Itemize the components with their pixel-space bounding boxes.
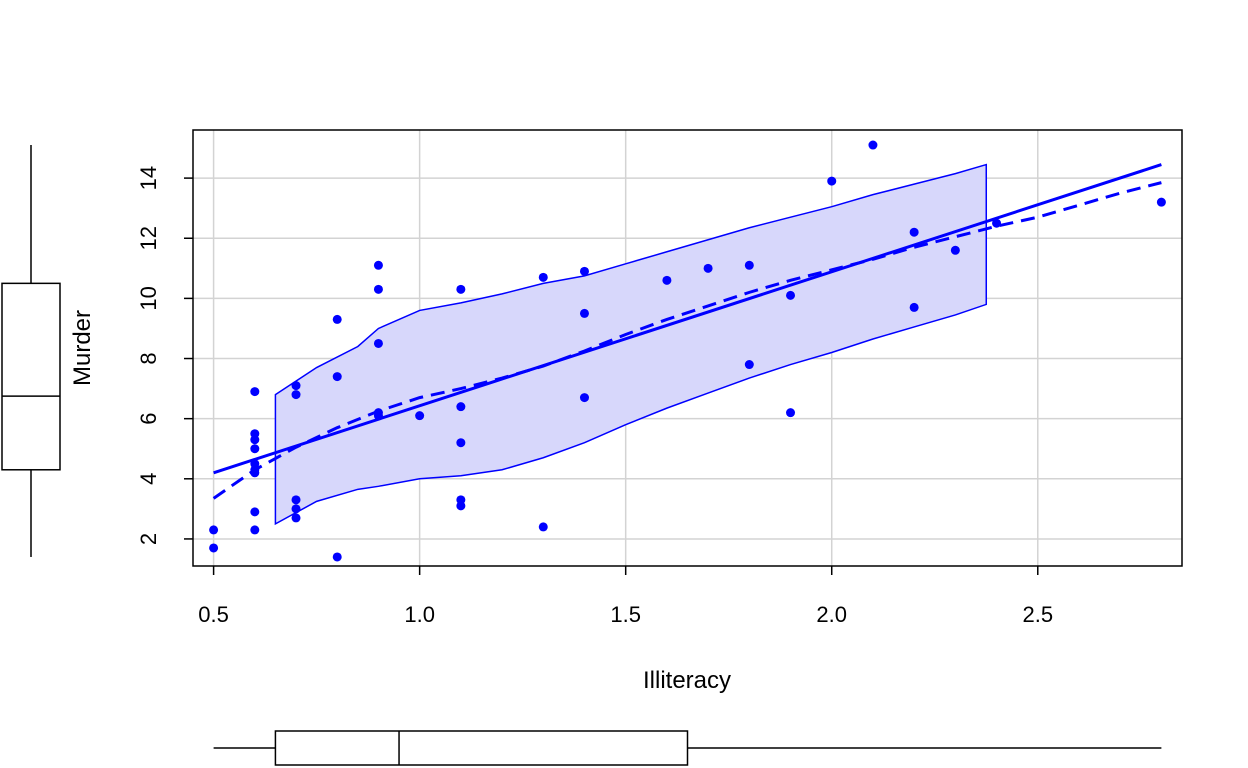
data-point bbox=[662, 275, 672, 285]
data-point bbox=[373, 411, 383, 421]
data-point bbox=[415, 411, 425, 421]
plot-frame bbox=[192, 129, 1183, 567]
data-point bbox=[538, 272, 548, 282]
data-point bbox=[456, 501, 466, 511]
data-point bbox=[1156, 197, 1166, 207]
data-point bbox=[332, 372, 342, 382]
data-point bbox=[250, 387, 260, 397]
x-tick-label: 0.5 bbox=[198, 602, 229, 627]
x-boxplot-box bbox=[274, 730, 689, 766]
data-point bbox=[868, 140, 878, 150]
data-point bbox=[786, 408, 796, 418]
y-axis-title: Murder bbox=[69, 310, 96, 386]
data-points bbox=[209, 140, 1166, 562]
data-point bbox=[291, 381, 301, 391]
y-boxplot bbox=[1, 145, 61, 557]
regression-line bbox=[213, 163, 1162, 475]
data-point bbox=[373, 338, 383, 348]
data-point bbox=[456, 438, 466, 448]
data-point bbox=[291, 513, 301, 523]
data-point bbox=[250, 468, 260, 478]
y-tick-label: 8 bbox=[136, 352, 161, 364]
y-tick-label: 12 bbox=[136, 226, 161, 250]
data-point bbox=[992, 218, 1002, 228]
data-point bbox=[250, 435, 260, 445]
data-point bbox=[456, 402, 466, 412]
y-axis: 2 4 6 8 10 12 14 bbox=[136, 166, 193, 545]
y-boxplot-box bbox=[1, 282, 61, 471]
x-tick-label: 1.0 bbox=[404, 602, 435, 627]
data-point bbox=[250, 507, 260, 517]
y-tick-label: 14 bbox=[136, 166, 161, 190]
data-point bbox=[291, 504, 301, 514]
data-point bbox=[538, 522, 548, 532]
y-tick-label: 2 bbox=[136, 533, 161, 545]
y-tick-label: 4 bbox=[136, 473, 161, 485]
y-tick-label: 6 bbox=[136, 413, 161, 425]
x-tick-label: 2.5 bbox=[1022, 602, 1053, 627]
data-point bbox=[909, 227, 919, 237]
y-tick-label: 10 bbox=[136, 286, 161, 310]
smooth-line bbox=[212, 181, 1162, 500]
data-point bbox=[291, 390, 301, 400]
data-point bbox=[744, 360, 754, 370]
data-point bbox=[373, 284, 383, 294]
data-point bbox=[456, 284, 466, 294]
data-point bbox=[579, 393, 589, 403]
x-tick-label: 1.5 bbox=[610, 602, 641, 627]
data-point bbox=[909, 302, 919, 312]
spread-band bbox=[274, 163, 988, 526]
data-point bbox=[579, 308, 589, 318]
data-point bbox=[332, 552, 342, 562]
data-point bbox=[209, 525, 219, 535]
data-point bbox=[827, 176, 837, 186]
data-point bbox=[786, 290, 796, 300]
data-point bbox=[373, 260, 383, 270]
x-axis-title: Illiteracy bbox=[643, 667, 731, 694]
data-point bbox=[703, 263, 713, 273]
fit-lines bbox=[212, 163, 1162, 500]
data-point bbox=[950, 245, 960, 255]
x-tick-label: 2.0 bbox=[816, 602, 847, 627]
data-point bbox=[250, 444, 260, 454]
data-point bbox=[291, 495, 301, 505]
data-point bbox=[209, 543, 219, 553]
x-axis: 0.5 1.0 1.5 2.0 2.5 bbox=[198, 566, 1053, 627]
spread-band-area bbox=[274, 163, 988, 526]
data-point bbox=[250, 525, 260, 535]
data-point bbox=[579, 266, 589, 276]
data-point bbox=[332, 314, 342, 324]
data-point bbox=[744, 260, 754, 270]
x-boxplot bbox=[213, 730, 1162, 766]
